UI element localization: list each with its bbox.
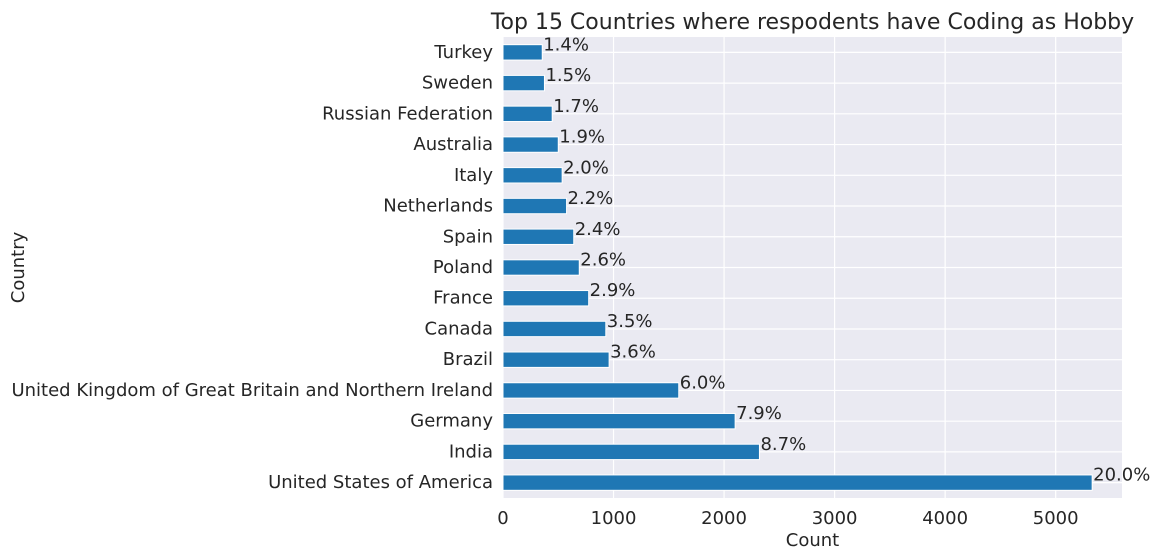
x-tick-labels: 0 1000 2000 3000 4000 5000 — [497, 508, 1078, 529]
bar — [502, 320, 607, 338]
bar-data-label: 1.4% — [543, 34, 589, 55]
bar-data-label: 8.7% — [760, 434, 806, 455]
y-tick-label: Germany — [410, 411, 493, 432]
bar — [502, 105, 553, 123]
bar-data-label: 6.0% — [680, 372, 726, 393]
y-tick-label: Canada — [425, 318, 494, 339]
bar — [502, 351, 610, 368]
bar — [502, 412, 736, 430]
bar-data-label: 2.9% — [590, 280, 636, 301]
x-tick-label: 5000 — [1033, 508, 1079, 529]
x-tick-label: 2000 — [701, 508, 747, 529]
y-tick-labels: United States of America India Germany Unit… — [11, 42, 493, 493]
y-tick-label: Turkey — [433, 42, 493, 63]
bar — [502, 167, 563, 184]
bar — [502, 443, 760, 461]
x-tick-label: 3000 — [812, 508, 858, 529]
chart-title: Top 15 Countries where respodents have C… — [490, 10, 1134, 35]
y-tick-label: Netherlands — [383, 196, 493, 217]
y-tick-label: Spain — [443, 226, 493, 247]
x-tick-label: 0 — [497, 508, 508, 529]
bars — [502, 44, 1093, 491]
bar — [502, 228, 575, 245]
y-tick-label: France — [433, 288, 493, 309]
y-tick-label: United Kingdom of Great Britain and Nort… — [11, 380, 493, 401]
y-axis-label: Country — [8, 231, 29, 303]
y-tick-label: Italy — [454, 165, 493, 186]
bar — [502, 474, 1093, 491]
bar-data-label: 1.9% — [559, 127, 605, 148]
bar — [502, 44, 543, 61]
bar-data-label: 2.4% — [575, 219, 621, 240]
y-tick-label: Sweden — [422, 73, 493, 94]
bar-data-label: 20.0% — [1093, 465, 1150, 486]
x-tick-label: 1000 — [591, 508, 637, 529]
bar-data-label: 1.7% — [553, 96, 599, 117]
bar-data-label: 2.6% — [580, 250, 626, 271]
bar-data-label: 3.6% — [610, 342, 656, 363]
bar-data-label: 7.9% — [736, 403, 782, 424]
bar-data-label: 2.2% — [568, 188, 614, 209]
bar — [502, 136, 559, 153]
bar-data-label: 2.0% — [563, 157, 609, 178]
y-tick-label: Brazil — [443, 349, 493, 370]
bar-data-label: 3.5% — [607, 311, 653, 332]
bar-labels: 20.0% 8.7% 7.9% 6.0% 3.6% 3.5% 2.9% 2.6% 2.4% 2.2… — [543, 34, 1150, 485]
x-axis-label: Count — [786, 530, 839, 551]
bar — [502, 382, 680, 399]
bar-data-label: 1.5% — [545, 65, 591, 86]
y-tick-label: United States of America — [268, 472, 493, 493]
bar — [502, 290, 590, 307]
y-tick-label: Russian Federation — [322, 103, 493, 124]
bar — [502, 259, 580, 276]
y-tick-label: Australia — [413, 134, 493, 155]
y-tick-label: India — [449, 441, 493, 462]
y-tick-label: Poland — [433, 257, 493, 278]
bar — [502, 197, 568, 215]
x-tick-label: 4000 — [922, 508, 968, 529]
bar — [502, 74, 545, 92]
